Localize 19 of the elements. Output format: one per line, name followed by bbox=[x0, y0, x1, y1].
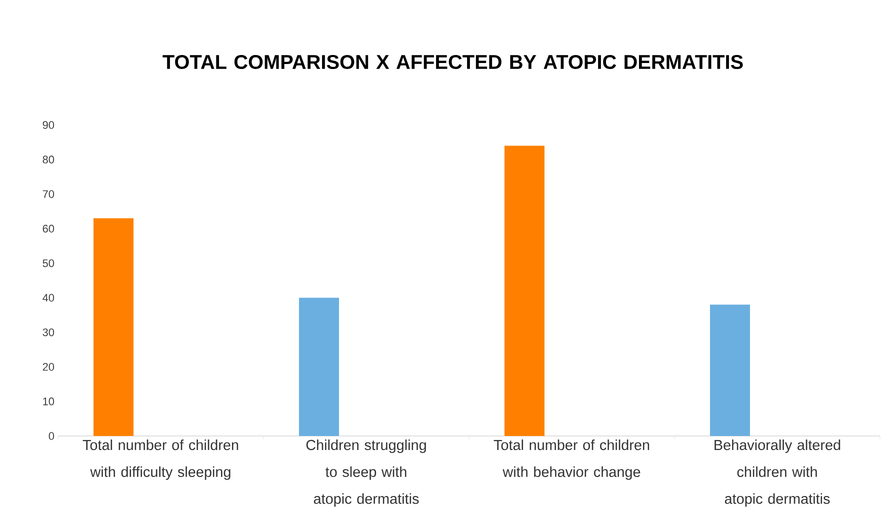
y-tick-label: 60 bbox=[42, 224, 54, 233]
chart-title: TOTAL COMPARISON X AFFECTED BY ATOPIC DERMATITIS bbox=[162, 54, 743, 70]
bar bbox=[93, 218, 134, 436]
y-tick-label: 0 bbox=[48, 432, 54, 440]
bar bbox=[504, 146, 544, 436]
y-tick-label: 10 bbox=[43, 398, 54, 406]
x-tick-label: Total number of children with behavior change bbox=[494, 440, 650, 480]
x-tick-label: Behaviorally altered children with atopic dermatitis bbox=[714, 440, 840, 507]
y-tick-label: 20 bbox=[42, 363, 54, 371]
x-tick-label: Total number of children with difficulty sleeping bbox=[82, 440, 238, 480]
y-tick-label: 30 bbox=[42, 328, 54, 336]
bar bbox=[710, 304, 750, 436]
y-tick-label: 80 bbox=[42, 156, 54, 164]
y-tick-label: 50 bbox=[42, 259, 54, 268]
y-tick-label: 70 bbox=[42, 190, 54, 198]
bar bbox=[298, 298, 339, 436]
y-tick-label: 40 bbox=[42, 294, 54, 302]
x-tick-label: Children struggling to sleep with atopic dermatitis bbox=[306, 440, 426, 507]
y-tick-label: 90 bbox=[42, 121, 54, 129]
